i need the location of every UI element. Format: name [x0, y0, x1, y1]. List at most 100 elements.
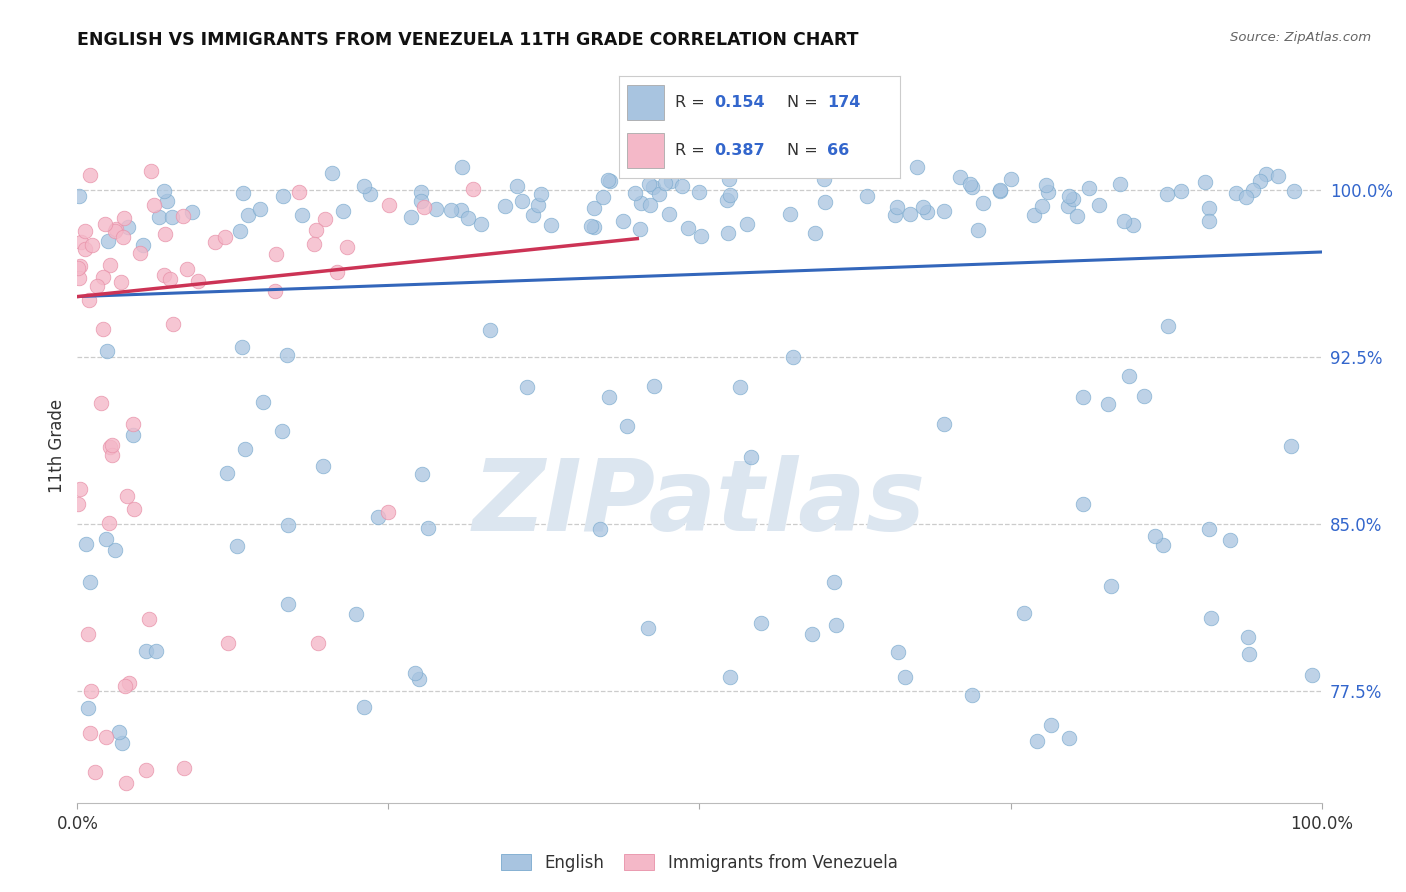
Point: [80, 237, 103, 252]
Point: [153, 227, 176, 241]
Point: [530, 187, 553, 202]
Point: [229, 224, 252, 238]
Point: [115, 775, 138, 789]
Point: [990, 184, 1012, 198]
Point: [582, 201, 605, 215]
Point: [75, 224, 97, 238]
Point: [104, 224, 127, 238]
Point: [661, 174, 683, 188]
Point: [277, 517, 299, 532]
Point: [893, 670, 915, 684]
Point: [135, 644, 157, 658]
Point: [749, 615, 772, 630]
Point: [344, 607, 367, 622]
Point: [305, 223, 328, 237]
Point: [1057, 189, 1080, 203]
Point: [353, 699, 375, 714]
Point: [813, 171, 835, 186]
Point: [911, 200, 934, 214]
Point: [152, 184, 174, 198]
Point: [1225, 186, 1247, 200]
Text: 0.154: 0.154: [714, 95, 765, 110]
Point: [510, 194, 533, 209]
Point: [288, 185, 311, 199]
Point: [612, 214, 634, 228]
Point: [79, 726, 101, 740]
Point: [332, 203, 354, 218]
Point: [1157, 319, 1180, 334]
Point: [637, 621, 659, 635]
Point: [1122, 218, 1144, 232]
Point: [142, 197, 165, 211]
Point: [367, 510, 389, 524]
Point: [100, 449, 122, 463]
Point: [932, 203, 955, 218]
Point: [69, 259, 91, 273]
Point: [1035, 178, 1057, 193]
Point: [1219, 533, 1241, 547]
Point: [187, 274, 209, 288]
Point: [411, 467, 433, 481]
Point: [162, 211, 184, 225]
Point: [1236, 630, 1258, 644]
Point: [688, 185, 710, 199]
Point: [461, 182, 484, 196]
Point: [966, 222, 988, 236]
Point: [264, 247, 287, 261]
Point: [118, 676, 141, 690]
Point: [91, 270, 114, 285]
Point: [86, 278, 108, 293]
Point: [1077, 181, 1099, 195]
Point: [450, 203, 472, 218]
Point: [1118, 369, 1140, 384]
Point: [110, 736, 132, 750]
Point: [409, 194, 432, 208]
Point: [886, 645, 908, 659]
Point: [522, 209, 544, 223]
Point: [1057, 731, 1080, 745]
Text: N =: N =: [787, 95, 824, 110]
Point: [377, 198, 399, 212]
Point: [962, 689, 984, 703]
Point: [478, 323, 501, 337]
Point: [122, 417, 145, 432]
Point: [1194, 175, 1216, 189]
Point: [1198, 214, 1220, 228]
Point: [79, 574, 101, 589]
Point: [717, 227, 740, 241]
Point: [76, 701, 98, 715]
Point: [596, 173, 619, 187]
Point: [800, 627, 823, 641]
Point: [122, 428, 145, 442]
FancyBboxPatch shape: [627, 133, 664, 168]
Point: [217, 467, 239, 481]
Point: [139, 164, 162, 178]
Point: [1170, 184, 1192, 198]
Point: [1144, 528, 1167, 542]
Point: [676, 220, 699, 235]
Point: [114, 679, 136, 693]
Point: [637, 178, 659, 192]
Point: [108, 725, 131, 739]
Point: [271, 424, 294, 438]
Point: [1036, 185, 1059, 199]
Point: [181, 205, 204, 219]
Point: [782, 351, 804, 365]
Point: [277, 597, 299, 611]
Point: [1066, 209, 1088, 223]
Point: [1198, 522, 1220, 536]
Point: [67, 261, 90, 276]
Point: [589, 522, 612, 536]
Point: [450, 160, 472, 174]
Point: [1057, 199, 1080, 213]
Point: [112, 211, 135, 226]
Point: [90, 396, 112, 410]
Point: [959, 177, 981, 191]
Point: [91, 322, 114, 336]
Point: [291, 208, 314, 222]
Point: [135, 763, 157, 777]
Point: [898, 207, 921, 221]
Point: [271, 189, 294, 203]
Point: [813, 195, 835, 210]
Point: [159, 272, 181, 286]
